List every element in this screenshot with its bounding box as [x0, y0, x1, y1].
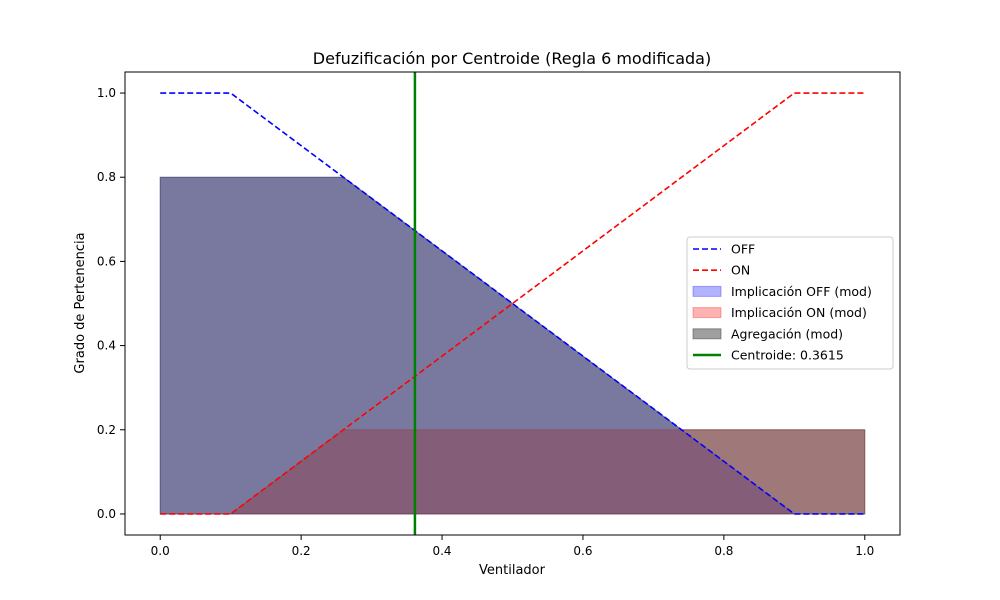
y-tick-label: 1.0: [97, 86, 116, 100]
legend: OFF ON Implicación OFF (mod) Implicación ON…: [686, 236, 894, 370]
plot-area: 0.0 0.2 0.4 0.6 0.8 1.0 0.0 0.2 0.4 0.6 0.8 1.0: [97, 71, 901, 558]
x-tick-label: 1.0: [855, 544, 874, 558]
legend-label: ON: [731, 263, 750, 278]
y-tick-label: 0.4: [97, 339, 116, 353]
legend-box: [686, 236, 894, 370]
y-tick-label: 0.0: [97, 507, 116, 521]
y-axis-label: Grado de Pertenencia: [73, 232, 88, 373]
y-tick-label: 0.2: [97, 423, 116, 437]
legend-label: Agregación (mod): [731, 326, 843, 341]
legend-swatch-fill: [692, 285, 722, 297]
x-axis-label: Ventilador: [479, 563, 546, 578]
legend-label: OFF: [731, 242, 755, 257]
legend-label: Implicación OFF (mod): [731, 284, 872, 299]
x-tick-label: 0.0: [151, 544, 170, 558]
x-tick-label: 0.6: [573, 544, 592, 558]
x-tick-label: 0.2: [292, 544, 311, 558]
legend-swatch-fill: [692, 307, 722, 319]
legend-swatch-fill: [692, 328, 722, 340]
chart-title: Defuzificación por Centroide (Regla 6 mo…: [313, 49, 711, 68]
x-tick-label: 0.8: [714, 544, 733, 558]
legend-label: Centroide: 0.3615: [731, 348, 844, 363]
y-tick-label: 0.8: [97, 170, 116, 184]
axes-frame: [124, 71, 901, 536]
legend-label: Implicación ON (mod): [731, 305, 867, 320]
x-tick-label: 0.4: [432, 544, 451, 558]
y-tick-label: 0.6: [97, 254, 116, 268]
